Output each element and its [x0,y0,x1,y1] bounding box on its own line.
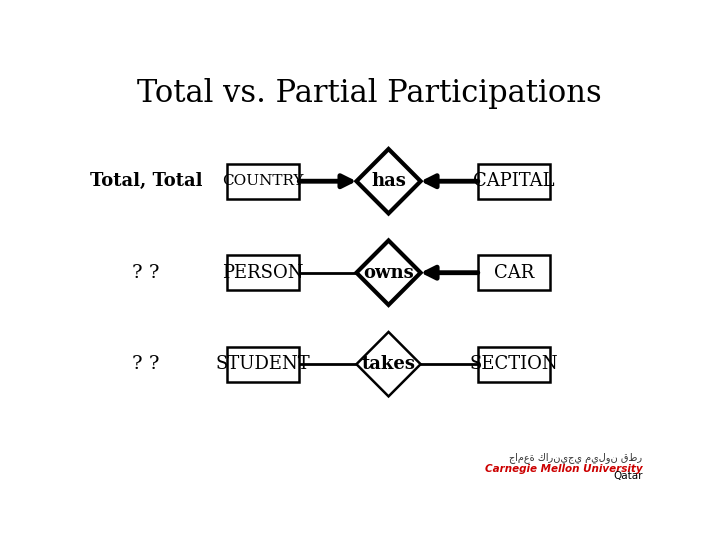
FancyBboxPatch shape [227,255,300,291]
Text: Qatar: Qatar [613,471,642,482]
FancyBboxPatch shape [478,347,550,382]
Polygon shape [356,149,420,213]
FancyBboxPatch shape [227,347,300,382]
FancyBboxPatch shape [478,164,550,199]
Polygon shape [356,240,420,305]
Text: owns: owns [363,264,414,282]
Text: takes: takes [361,355,415,373]
Text: Total vs. Partial Participations: Total vs. Partial Participations [137,78,601,110]
Text: CAR: CAR [494,264,534,282]
Text: Total, Total: Total, Total [89,172,202,190]
Text: has: has [371,172,406,190]
FancyBboxPatch shape [227,164,300,199]
Text: ? ?: ? ? [132,355,160,373]
Text: CAPITAL: CAPITAL [473,172,555,190]
Polygon shape [356,332,420,396]
Text: ? ?: ? ? [132,264,160,282]
Text: PERSON: PERSON [222,264,304,282]
Text: Carnegie Mellon University: Carnegie Mellon University [485,464,642,474]
Text: SECTION: SECTION [469,355,559,373]
FancyBboxPatch shape [478,255,550,291]
Text: COUNTRY: COUNTRY [222,174,304,188]
Text: جامعة كارنيجي ميلون قطر: جامعة كارنيجي ميلون قطر [509,453,642,463]
Text: STUDENT: STUDENT [216,355,310,373]
